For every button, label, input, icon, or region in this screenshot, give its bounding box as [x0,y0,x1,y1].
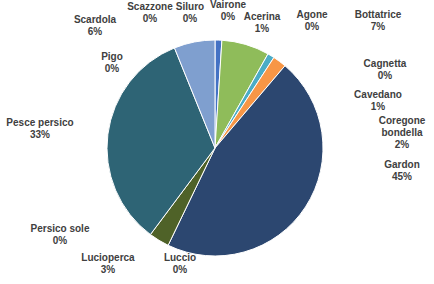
svg-text:Siluro0%: Siluro0% [176,1,204,24]
svg-text:Vairone0%: Vairone0% [210,0,247,22]
svg-text:Cavedano1%: Cavedano1% [354,89,402,112]
svg-text:Persico sole0%: Persico sole0% [31,223,90,246]
svg-text:Scardola6%: Scardola6% [74,14,117,37]
svg-text:Acerina1%: Acerina1% [244,11,281,34]
svg-text:Luccio0%: Luccio0% [164,252,196,275]
svg-text:Agone0%: Agone0% [296,9,328,32]
svg-text:Pesce persico33%: Pesce persico33% [8,117,74,140]
svg-text:Bottatrice7%: Bottatrice7% [355,9,402,32]
svg-text:Lucioperca3%: Lucioperca3% [81,252,135,275]
svg-text:Coregonebondella2%: Coregonebondella2% [379,115,426,150]
svg-text:Pigo0%: Pigo0% [101,51,123,74]
svg-text:Gardon45%: Gardon45% [384,159,420,182]
svg-text:Scazzone0%: Scazzone0% [127,1,173,24]
svg-text:Cagnetta0%: Cagnetta0% [364,58,407,81]
